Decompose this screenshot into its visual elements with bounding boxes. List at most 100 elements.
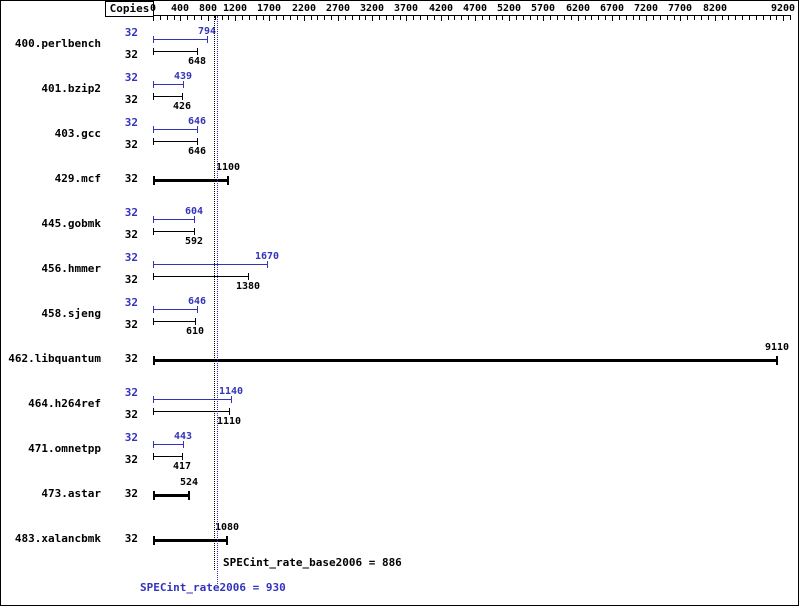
axis-tick [427, 16, 428, 20]
axis-tick [338, 16, 339, 21]
peak-bar-end-cap [267, 261, 268, 268]
base-peak-bar-start-cap [153, 536, 155, 545]
bar-value-label: 1100 [215, 162, 241, 173]
axis-tick [256, 16, 257, 20]
axis-tick-label: 3200 [359, 3, 385, 14]
axis-tick [406, 16, 407, 21]
benchmark-label: 456.hmmer [41, 262, 101, 275]
axis-tick [502, 16, 503, 20]
base-bar [153, 51, 197, 52]
axis-tick [776, 16, 777, 20]
axis-tick-label: 4200 [428, 3, 454, 14]
base-peak-bar-end-cap [188, 491, 190, 500]
axis-tick [304, 16, 305, 21]
axis-tick [290, 16, 291, 20]
axis-tick [311, 16, 312, 20]
axis-tick [283, 16, 284, 20]
axis-tick [461, 16, 462, 20]
axis-tick [626, 16, 627, 20]
copies-value: 32 [124, 138, 138, 151]
base-bar-end-cap [182, 93, 183, 100]
base-peak-bar-end-cap [226, 536, 228, 545]
copies-value: 32 [124, 273, 138, 286]
axis-tick-label: 1700 [256, 3, 282, 14]
axis-tick [379, 16, 380, 20]
base-bar-start-cap [153, 273, 154, 280]
axis-tick [180, 16, 181, 21]
peak-bar-start-cap [153, 261, 154, 268]
axis-tick [482, 16, 483, 20]
axis-tick [448, 16, 449, 20]
base-bar-end-cap [248, 273, 249, 280]
base-bar [153, 321, 195, 322]
peak-bar [153, 219, 194, 220]
bar-value-label: 443 [173, 431, 193, 442]
benchmark-label: 483.xalancbmk [14, 532, 101, 545]
axis-tick [680, 16, 681, 21]
axis-tick [441, 16, 442, 21]
axis-tick [167, 16, 168, 20]
axis-tick [550, 16, 551, 20]
copies-value: 32 [124, 318, 138, 331]
axis-tick-label: 400 [170, 3, 190, 14]
peak-bar-start-cap [153, 306, 154, 313]
bar-value-label: 1080 [214, 522, 240, 533]
axis-tick [687, 16, 688, 20]
benchmark-label: 400.perlbench [14, 37, 101, 50]
axis-tick [331, 16, 332, 20]
axis-tick [222, 16, 223, 20]
axis-tick [359, 16, 360, 20]
axis-tick [174, 16, 175, 20]
axis-tick [728, 16, 729, 20]
copies-value: 32 [124, 408, 138, 421]
axis-tick [742, 16, 743, 20]
peak-bar-end-cap [183, 81, 184, 88]
axis-tick-label: 8200 [702, 3, 728, 14]
peak-bar [153, 129, 197, 130]
axis-tick [187, 16, 188, 20]
axis-tick [537, 16, 538, 20]
axis-tick [263, 16, 264, 20]
base-bar [153, 231, 194, 232]
axis-tick [194, 16, 195, 20]
axis-tick [400, 16, 401, 20]
benchmark-label: 458.sjeng [41, 307, 101, 320]
peak-bar-start-cap [153, 126, 154, 133]
axis-tick [612, 16, 613, 21]
base-bar-start-cap [153, 408, 154, 415]
base-peak-bar [153, 179, 228, 182]
axis-tick [249, 16, 250, 20]
axis-tick [633, 16, 634, 20]
axis-tick [585, 16, 586, 20]
axis-tick-label: 3700 [393, 3, 419, 14]
copies-value: 32 [124, 251, 138, 264]
axis-tick [790, 16, 791, 20]
peak-bar-end-cap [231, 396, 232, 403]
base-peak-bar [153, 494, 189, 497]
base-bar-start-cap [153, 318, 154, 325]
copies-value: 32 [124, 532, 138, 545]
axis-tick [276, 16, 277, 20]
axis-tick [153, 16, 154, 21]
axis-tick [770, 16, 771, 20]
axis-tick-label: 7200 [633, 3, 659, 14]
axis-tick [598, 16, 599, 20]
axis-tick [564, 16, 565, 20]
axis-tick-label: 0 [149, 3, 157, 14]
axis-tick-label: 800 [198, 3, 218, 14]
axis-tick [365, 16, 366, 20]
copies-value: 32 [124, 206, 138, 219]
base-peak-bar [153, 539, 227, 542]
axis-tick [708, 16, 709, 20]
axis-tick [269, 16, 270, 21]
copies-value: 32 [124, 116, 138, 129]
base-bar-start-cap [153, 93, 154, 100]
peak-bar-start-cap [153, 81, 154, 88]
axis-tick [701, 16, 702, 20]
copies-value: 32 [124, 386, 138, 399]
axis-tick-label: 1200 [222, 3, 248, 14]
peak-bar-end-cap [207, 36, 208, 43]
peak-bar-start-cap [153, 396, 154, 403]
axis-tick [317, 16, 318, 20]
